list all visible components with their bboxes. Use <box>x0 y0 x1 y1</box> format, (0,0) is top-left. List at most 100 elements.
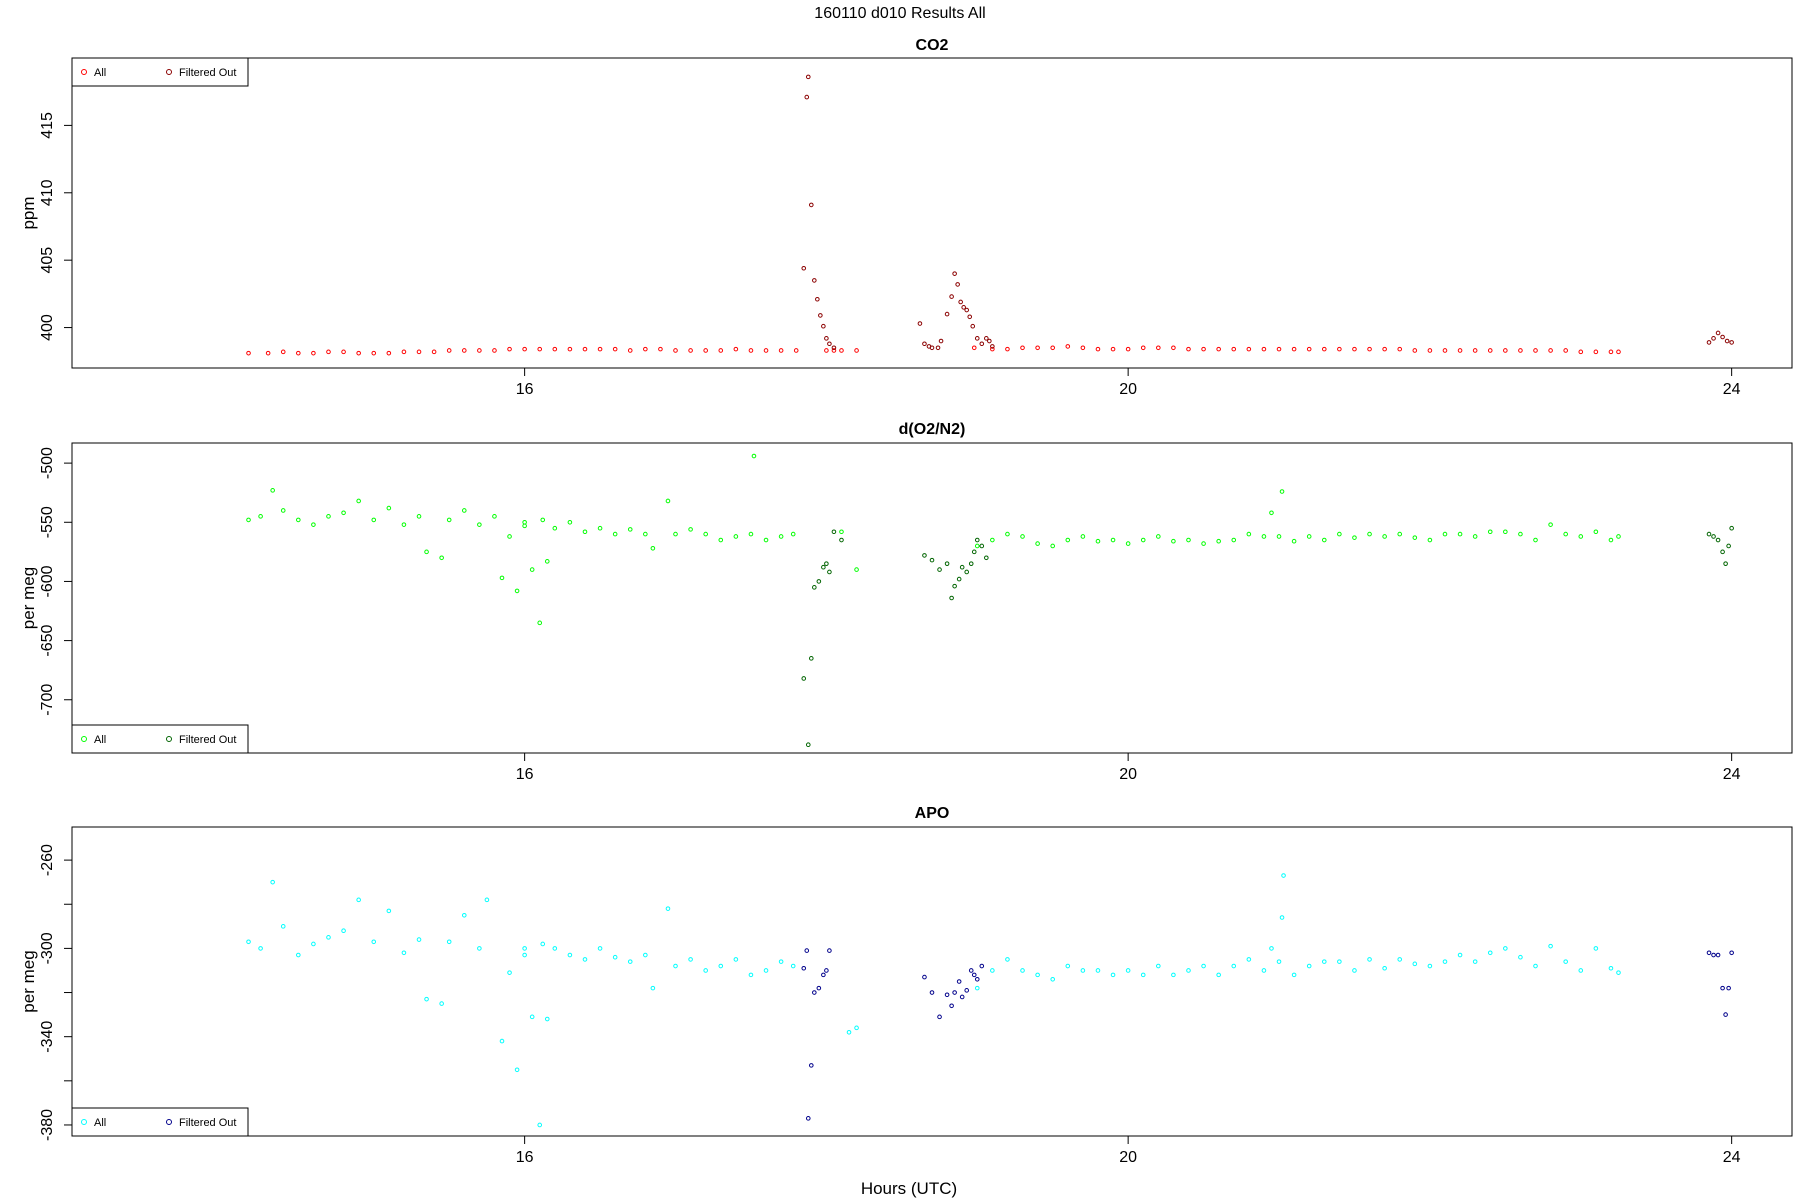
data-point <box>1306 963 1312 969</box>
x-tick-label: 24 <box>1723 381 1741 398</box>
data-point <box>827 341 832 347</box>
data-point <box>1035 972 1040 978</box>
data-point <box>955 282 960 287</box>
data-point <box>1706 531 1712 537</box>
data-point <box>1518 531 1523 537</box>
data-point <box>1548 943 1553 949</box>
data-point <box>790 963 796 969</box>
data-point <box>643 346 648 352</box>
data-point <box>1321 959 1327 964</box>
data-point <box>1533 537 1538 543</box>
data-point <box>439 1001 444 1006</box>
y-axis-label: per meg <box>19 567 38 629</box>
data-point <box>1608 349 1614 355</box>
data-point <box>812 585 817 590</box>
data-point <box>552 946 558 951</box>
series-filtered-out <box>801 74 1734 351</box>
data-point <box>567 952 573 958</box>
data-point <box>270 488 275 493</box>
data-point <box>808 656 814 661</box>
data-point <box>1279 915 1285 920</box>
data-point <box>401 522 407 527</box>
data-point <box>371 939 377 945</box>
data-point <box>371 350 377 356</box>
data-point <box>1616 349 1621 355</box>
data-point <box>280 508 286 513</box>
data-point <box>1276 959 1282 964</box>
data-point <box>1246 346 1252 352</box>
data-point <box>801 676 807 681</box>
data-point <box>507 346 512 352</box>
data-point <box>1442 959 1448 964</box>
x-axis-label: Hours (UTC) <box>861 1179 957 1198</box>
data-point <box>733 346 739 352</box>
data-point <box>815 296 820 302</box>
legend-box <box>71 1107 249 1137</box>
data-point <box>974 336 980 341</box>
data-point <box>1035 541 1040 546</box>
panel-title: d(O2/N2) <box>899 421 966 438</box>
data-point <box>827 948 832 953</box>
data-point <box>597 946 603 951</box>
data-point <box>979 543 985 549</box>
data-point <box>1533 348 1538 353</box>
data-point <box>958 299 963 305</box>
data-point <box>1578 968 1584 973</box>
data-point <box>1321 346 1327 352</box>
data-point <box>804 94 810 100</box>
data-point <box>612 531 618 537</box>
data-point <box>514 588 520 594</box>
x-tick-label: 20 <box>1119 381 1137 398</box>
data-point <box>1201 346 1206 352</box>
data-point <box>280 349 286 355</box>
data-point <box>270 879 275 885</box>
data-point <box>1337 531 1342 537</box>
data-point <box>424 996 429 1002</box>
data-point <box>808 1063 814 1068</box>
data-point <box>1306 534 1312 539</box>
data-point <box>1352 346 1357 352</box>
data-point <box>1005 531 1010 537</box>
data-point <box>1156 534 1161 539</box>
data-point <box>964 569 970 575</box>
data-point <box>748 972 754 978</box>
data-point <box>1186 968 1191 973</box>
data-point <box>718 963 724 969</box>
data-point <box>1711 336 1716 341</box>
data-point <box>1279 489 1285 494</box>
data-point <box>990 537 995 543</box>
data-point <box>1367 957 1372 962</box>
y-tick-label: -700 <box>39 684 56 716</box>
legend-marker <box>81 736 87 742</box>
data-point <box>386 908 392 914</box>
data-point <box>1593 529 1599 535</box>
data-point <box>544 1016 550 1022</box>
data-point <box>1457 531 1463 537</box>
data-point <box>1616 970 1621 975</box>
data-point <box>507 970 512 975</box>
data-point <box>1261 534 1267 539</box>
y-tick-label: -600 <box>39 565 56 597</box>
legend-label: All <box>94 734 106 746</box>
legend-marker <box>166 736 172 742</box>
data-point <box>964 988 970 993</box>
data-point <box>959 564 965 570</box>
data-point <box>1095 346 1101 352</box>
data-point <box>688 348 693 353</box>
data-point <box>341 349 346 355</box>
data-point <box>1548 348 1553 353</box>
data-point <box>922 974 927 980</box>
data-point <box>1715 952 1721 958</box>
data-point <box>477 348 482 353</box>
data-point <box>1020 345 1025 351</box>
panel-3: APO 16 20 24 -260 -300 -340 -380 per meg All Filte… <box>19 805 1793 1166</box>
data-point <box>326 935 331 940</box>
plot-frame <box>71 826 1793 1137</box>
data-point <box>643 531 648 537</box>
data-point <box>643 952 648 958</box>
legend-marker <box>81 1119 87 1125</box>
data-point <box>805 74 811 80</box>
data-point <box>416 514 422 519</box>
data-point <box>1065 537 1071 543</box>
data-point <box>386 350 392 356</box>
